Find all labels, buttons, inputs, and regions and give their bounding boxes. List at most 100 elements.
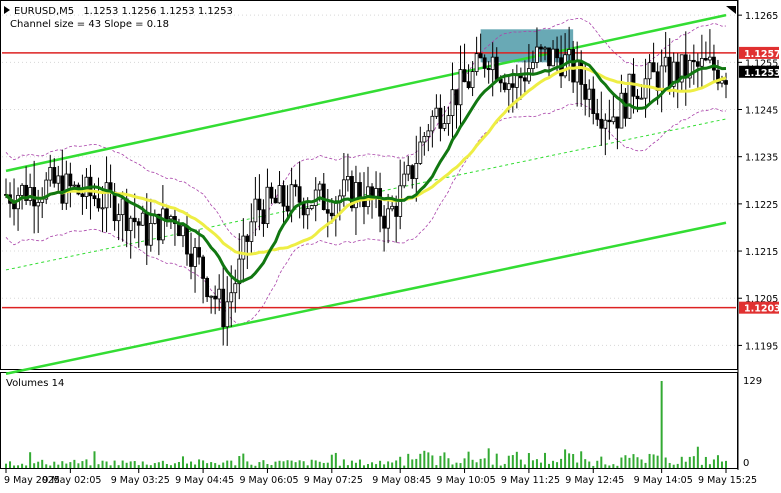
envelope-upper (5, 17, 727, 241)
scroll-marker-icon[interactable] (726, 6, 736, 14)
y-tick-label: 1.1235 (745, 153, 778, 164)
candle-body (285, 205, 290, 212)
volume-bar (503, 463, 506, 468)
candle-body (72, 184, 77, 187)
volume-bar (612, 464, 615, 468)
candle-body (502, 82, 507, 90)
volume-bar (519, 459, 522, 468)
candle-body (241, 235, 246, 260)
candle-body (510, 83, 515, 88)
candle-body (197, 247, 201, 258)
volume-bar (539, 462, 542, 468)
volume-bar (326, 462, 329, 468)
candle-body (599, 118, 604, 129)
volume-bar (604, 464, 607, 468)
x-tick-label: 9 May 14:05 (634, 475, 693, 486)
volume-bar (286, 460, 289, 468)
candle-body (506, 83, 511, 90)
volume-bar (515, 451, 518, 468)
volume-bar (294, 462, 297, 468)
candle-body (716, 69, 720, 84)
volume-bar (455, 462, 458, 468)
candle-body (547, 47, 551, 67)
volume-bar (121, 460, 124, 468)
candle-body (514, 74, 519, 88)
candle-body (96, 198, 101, 209)
volume-bar (97, 464, 100, 468)
candle-body (458, 69, 463, 106)
x-tick-label: 9 May 12:45 (565, 475, 624, 486)
candle-body (237, 258, 242, 285)
x-tick-label: 9 May 08:45 (372, 475, 431, 486)
volume-bar (274, 461, 277, 468)
x-tick-label: 9 May 04:45 (175, 475, 234, 486)
volume-bar (53, 461, 56, 468)
volume-bar (383, 464, 386, 468)
volume-bar (391, 462, 394, 468)
candle-body (261, 209, 266, 225)
candle-body (289, 184, 294, 212)
candle-body (249, 221, 254, 242)
candle-body (426, 130, 431, 137)
candle-body (402, 173, 407, 187)
volume-bar (278, 460, 281, 468)
candle-body (104, 182, 109, 209)
candle-body (358, 182, 362, 199)
moving-average-yellow (4, 65, 727, 256)
volume-bar (600, 456, 603, 468)
candle-body (44, 179, 49, 200)
volume-bar (596, 460, 599, 468)
candle-body (615, 116, 620, 129)
x-tick-label: 9 May 06:05 (239, 475, 298, 486)
volume-bar (282, 461, 285, 468)
candle-body (446, 115, 451, 124)
volume-bar (624, 455, 627, 468)
volume-bar (535, 459, 538, 468)
volume-bar (660, 381, 663, 468)
volume-bar (451, 464, 454, 468)
volume-bar (572, 454, 575, 468)
candle-body (619, 92, 624, 129)
volume-bar (45, 464, 48, 468)
y-tick-label: 1.1225 (745, 200, 778, 211)
candle-body (269, 186, 274, 199)
candle-body (539, 46, 543, 50)
volume-bar (81, 461, 84, 468)
volume-bar (548, 463, 551, 468)
volume-bar (206, 463, 209, 468)
volume-bar (403, 465, 406, 468)
candle-body (56, 175, 61, 184)
channel-mid-line (5, 118, 727, 271)
volume-bar (61, 461, 64, 468)
volume-bar (447, 458, 450, 468)
candle-body (543, 47, 547, 50)
candle-body (695, 61, 700, 67)
volume-bar (644, 462, 647, 468)
candle-body (394, 205, 399, 217)
candle-body (627, 73, 632, 119)
candle-body (48, 167, 53, 181)
channel-lower-line (5, 221, 727, 375)
y-tick-label: 1.1195 (745, 341, 778, 352)
volume-bar (109, 465, 112, 468)
candle-body (410, 165, 415, 180)
volume-bar (560, 458, 563, 468)
candle-body (551, 48, 555, 67)
candle-body (257, 198, 262, 211)
volume-bar (431, 455, 434, 468)
volume-bar (676, 463, 679, 468)
candle-body (591, 88, 596, 115)
candle-body (277, 185, 282, 204)
volume-bar (290, 460, 293, 468)
volume-bar (306, 465, 309, 468)
volume-bar (672, 464, 675, 468)
volume-bar (584, 459, 587, 468)
volume-bar (362, 465, 365, 468)
candle-body (643, 78, 648, 99)
volume-bar (117, 465, 120, 468)
volume-bar (214, 463, 217, 468)
volume-bar (41, 459, 44, 468)
candle-body (317, 183, 322, 191)
volume-bar (65, 463, 68, 468)
